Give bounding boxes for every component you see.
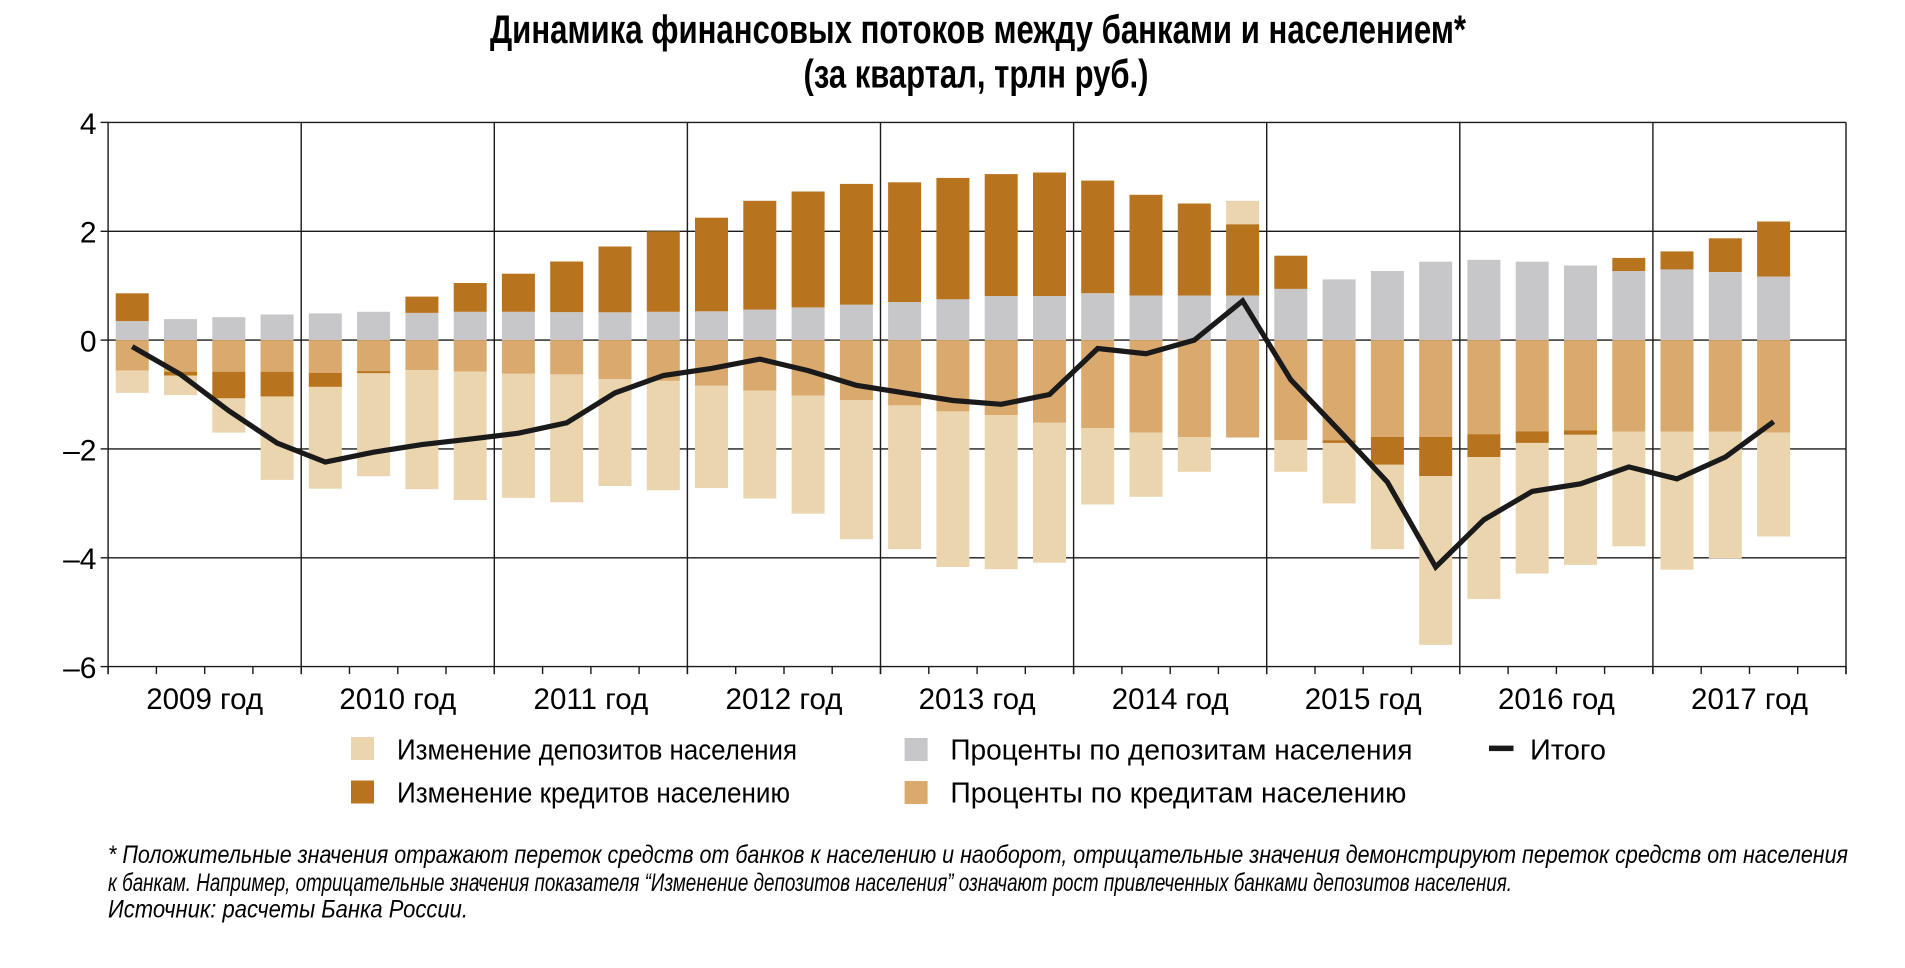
svg-text:Динамика финансовых потоков ме: Динамика финансовых потоков между банкам… [490, 8, 1466, 52]
svg-text:Проценты по кредитам населению: Проценты по кредитам населению [950, 777, 1406, 809]
svg-text:2: 2 [80, 217, 97, 250]
svg-text:2012 год: 2012 год [726, 683, 843, 716]
svg-text:Изменение кредитов населению: Изменение кредитов населению [397, 777, 790, 809]
svg-text:2009 год: 2009 год [146, 683, 263, 716]
svg-text:2014 год: 2014 год [1112, 683, 1229, 716]
svg-text:2011 год: 2011 год [534, 683, 649, 716]
svg-text:0: 0 [80, 326, 97, 359]
svg-text:4: 4 [80, 108, 97, 141]
svg-text:Итого: Итого [1530, 734, 1606, 766]
svg-text:Проценты по депозитам населени: Проценты по депозитам населения [950, 734, 1412, 766]
svg-text:2015 год: 2015 год [1305, 683, 1422, 716]
svg-text:2016 год: 2016 год [1498, 683, 1615, 716]
svg-text:Источник: расчеты Банка России: Источник: расчеты Банка России. [108, 896, 468, 924]
svg-text:* Положительные значения отраж: * Положительные значения отражают перето… [108, 841, 1848, 869]
svg-text:–2: –2 [63, 434, 96, 467]
svg-text:к банкам. Например, отрицатель: к банкам. Например, отрицательные значен… [108, 869, 1512, 897]
svg-text:2010 год: 2010 год [339, 683, 456, 716]
svg-text:(за квартал, трлн руб.): (за квартал, трлн руб.) [804, 53, 1149, 97]
svg-text:–6: –6 [63, 652, 96, 685]
svg-text:2013 год: 2013 год [919, 683, 1036, 716]
svg-text:2017 год: 2017 год [1691, 683, 1808, 716]
svg-text:Изменение депозитов населения: Изменение депозитов населения [397, 734, 797, 766]
svg-text:–4: –4 [63, 543, 96, 576]
